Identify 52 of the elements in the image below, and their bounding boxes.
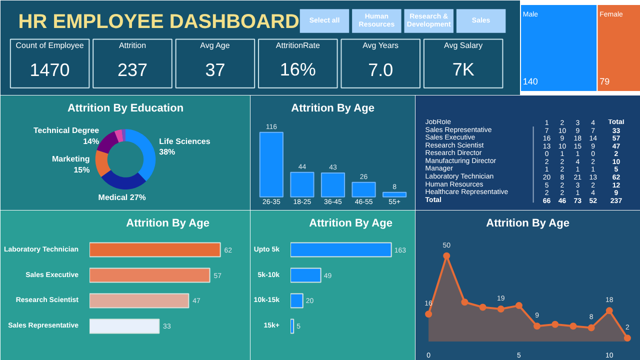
text: HR EMPLOYEE DASHBOARD: [18, 10, 300, 33]
data-label: 37: [205, 60, 226, 80]
bar: [382, 192, 407, 198]
point: [606, 307, 613, 314]
point: [534, 322, 541, 330]
bar: [290, 242, 392, 258]
point: [461, 298, 468, 306]
point: [552, 320, 559, 328]
slice-label: Technical Degree: [33, 126, 100, 136]
category-label: Avg Age: [200, 41, 230, 50]
point: [497, 305, 504, 312]
chart-title: Attrition By Age: [126, 218, 210, 230]
data-label: 140: [522, 76, 538, 87]
point: [443, 252, 450, 260]
bar: [290, 293, 304, 308]
bar: [90, 242, 221, 258]
data-label: 1470: [30, 60, 70, 80]
point: [425, 310, 432, 318]
category-label: Attrition: [118, 41, 146, 50]
category-label: AttritionRate: [276, 41, 320, 50]
chart-title: Attrition By Age: [309, 218, 392, 230]
bar: [290, 268, 322, 283]
category-label: Avg Years: [362, 41, 398, 50]
chart-title: Attrition By Age: [486, 218, 570, 230]
data-label: 79: [600, 76, 610, 87]
bar: [352, 182, 376, 198]
bar: [290, 172, 314, 198]
point: [570, 322, 577, 330]
bar: [90, 318, 160, 334]
point: [479, 304, 486, 311]
data-label: 14%: [83, 136, 100, 146]
data-label: 16%: [280, 60, 316, 80]
data-label: 7K: [452, 60, 474, 80]
point: [588, 324, 595, 332]
data-label: 15%: [74, 166, 90, 175]
bar: [90, 293, 190, 308]
chart-title: Attrition By Age: [291, 102, 374, 114]
data-label: 38%: [159, 148, 176, 157]
bar: [290, 318, 294, 334]
bar: [320, 172, 346, 198]
point: [515, 302, 522, 310]
bar: [90, 268, 210, 283]
slice-label: Medical 27%: [98, 193, 146, 202]
chart-title: Attrition By Education: [67, 102, 184, 114]
slice-label: Life Sciences: [159, 136, 211, 146]
slice-label: Marketing: [52, 154, 90, 164]
point: [624, 334, 631, 342]
data-label: 237: [117, 60, 148, 80]
category-label: Count of Employee: [16, 41, 84, 50]
category-label: Avg Salary: [444, 41, 483, 50]
data-label: 7.0: [368, 60, 394, 80]
bar: [259, 132, 284, 198]
